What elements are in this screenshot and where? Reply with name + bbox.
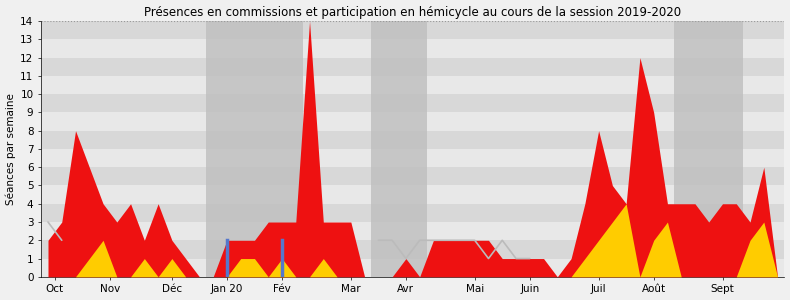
Bar xyxy=(41,259,784,277)
Bar xyxy=(41,112,784,131)
Bar xyxy=(41,204,784,222)
Title: Présences en commissions et participation en hémicycle au cours de la session 20: Présences en commissions et participatio… xyxy=(145,6,681,19)
Bar xyxy=(371,21,427,277)
Bar xyxy=(41,167,784,185)
Bar xyxy=(675,21,743,277)
Bar xyxy=(41,21,784,39)
Bar xyxy=(41,222,784,240)
Bar xyxy=(41,149,784,167)
Bar xyxy=(206,21,303,277)
Bar xyxy=(41,39,784,58)
Bar xyxy=(41,94,784,112)
Bar xyxy=(41,185,784,204)
Bar xyxy=(41,240,784,259)
Bar xyxy=(41,76,784,94)
Y-axis label: Séances par semaine: Séances par semaine xyxy=(6,93,16,205)
Bar xyxy=(41,58,784,76)
Bar xyxy=(41,131,784,149)
